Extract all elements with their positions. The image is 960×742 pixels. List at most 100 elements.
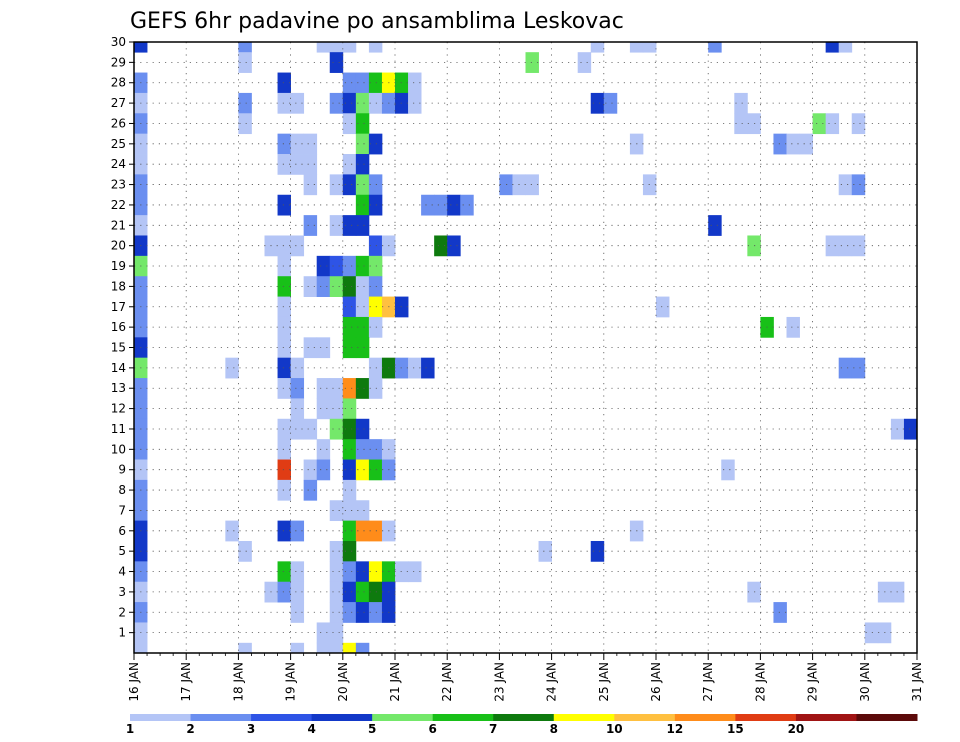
cell-m8-188 — [303, 479, 318, 501]
cell-m21-85 — [329, 215, 344, 236]
cell-m28-23 — [408, 72, 422, 94]
cell-m3-223 — [329, 581, 344, 603]
colorbar-label-3: 3 — [247, 722, 255, 736]
cell-m28-20 — [368, 72, 383, 94]
cell-m26-44 — [812, 113, 827, 135]
cell-m21-88 — [708, 215, 722, 236]
cell-m17-118 — [342, 296, 357, 318]
x-tick-label-14: 30 JAN — [858, 662, 872, 702]
colorbar-swatch-1 — [190, 714, 252, 721]
cell-m0-250 — [355, 642, 370, 654]
cell-m21-87 — [355, 215, 370, 236]
cell-m27-34 — [408, 92, 422, 114]
cell-m26-46 — [851, 113, 866, 135]
cell-m17-119 — [355, 296, 370, 318]
cell-m4-218 — [408, 561, 422, 583]
cell-m22-79 — [421, 194, 435, 216]
cell-m23-71 — [525, 174, 539, 196]
x-tick-label-12: 28 JAN — [753, 662, 767, 702]
cell-m13-154 — [355, 378, 370, 399]
cell-m20-96 — [447, 235, 461, 257]
cell-m11-162 — [277, 418, 291, 440]
cell-m15-132 — [277, 337, 291, 359]
cell-m30-11 — [838, 42, 853, 53]
cell-m22-76 — [277, 194, 291, 216]
cell-m5-207 — [538, 540, 552, 562]
x-tick-label-15: 31 JAN — [910, 662, 924, 702]
cell-m18-110 — [303, 276, 318, 297]
y-tick-label-23: 23 — [111, 178, 126, 192]
cell-m2-234 — [342, 602, 357, 623]
x-tick-label-9: 25 JAN — [597, 662, 611, 702]
cell-m30-10 — [825, 42, 840, 53]
cell-m30-8 — [642, 42, 657, 53]
y-tick-label-13: 13 — [111, 381, 126, 395]
cell-m2-235 — [355, 602, 370, 623]
cell-m6-197 — [290, 520, 305, 542]
cell-m10-175 — [368, 439, 383, 460]
cell-m6-195 — [225, 520, 239, 542]
cell-m19-106 — [355, 255, 370, 277]
cell-m7-192 — [342, 500, 357, 522]
cell-m17-123 — [656, 296, 670, 318]
cell-m12-159 — [329, 398, 344, 420]
colorbar-swatch-10 — [735, 714, 797, 721]
y-tick-label-11: 11 — [111, 422, 126, 436]
cell-m11-163 — [290, 418, 305, 440]
cell-m27-25 — [238, 92, 252, 114]
cell-m12-157 — [290, 398, 305, 420]
cell-m19-105 — [342, 255, 357, 277]
cell-m14-146 — [838, 357, 853, 379]
cell-m28-19 — [355, 72, 370, 94]
x-tick-label-5: 21 JAN — [388, 662, 402, 702]
cell-m19-104 — [329, 255, 344, 277]
cell-m23-64 — [303, 174, 318, 196]
cell-m22-80 — [434, 194, 448, 216]
cell-m13-155 — [368, 378, 383, 399]
cell-m2-232 — [290, 602, 305, 623]
cell-m30-3 — [329, 42, 344, 53]
x-tick-label-3: 19 JAN — [284, 662, 298, 702]
y-tick-label-3: 3 — [118, 585, 126, 599]
cell-m26-41 — [355, 113, 370, 135]
x-tick-label-0: 16 JAN — [127, 662, 141, 702]
cell-m18-112 — [329, 276, 344, 297]
y-tick-label-30: 30 — [111, 35, 126, 49]
y-tick-label-10: 10 — [111, 442, 126, 456]
cell-m2-233 — [329, 602, 344, 623]
cell-m6-196 — [277, 520, 291, 542]
cell-m29-12 — [238, 52, 252, 73]
cell-m0-246 — [290, 642, 305, 654]
colorbar-swatch-0 — [130, 714, 192, 721]
cell-m28-17 — [277, 72, 291, 94]
cell-m14-147 — [851, 357, 866, 379]
colorbar-label-5: 5 — [368, 722, 376, 736]
cell-m22-78 — [368, 194, 383, 216]
cell-m25-51 — [355, 133, 370, 155]
cell-m11-169 — [903, 418, 918, 440]
cell-m13-153 — [342, 378, 357, 399]
colorbar: 1 2 3 4 5 6 7 8 10 12 15 20 — [126, 714, 918, 736]
cell-m13-150 — [290, 378, 305, 399]
cell-m4-214 — [355, 561, 370, 583]
cell-m24-59 — [290, 154, 305, 175]
cell-m5-206 — [342, 540, 357, 562]
x-axis: 16 JAN 17 JAN 18 JAN 19 JAN 20 JAN 21 JAN 22 J… — [127, 653, 924, 702]
x-tick-label-11: 27 JAN — [701, 662, 715, 702]
cell-m20-100 — [851, 235, 866, 257]
cell-m27-36 — [603, 92, 618, 114]
cell-m18-114 — [355, 276, 370, 297]
x-tick-label-2: 18 JAN — [231, 662, 245, 702]
cell-m0-248 — [329, 642, 344, 654]
y-tick-label-28: 28 — [111, 76, 126, 90]
colorbar-label-6: 6 — [429, 722, 437, 736]
cell-m3-224 — [342, 581, 357, 603]
cell-m3-225 — [355, 581, 370, 603]
cell-m22-82 — [460, 194, 474, 216]
colorbar-swatch-3 — [311, 714, 373, 721]
cell-m25-55 — [786, 133, 800, 155]
cell-m1-240 — [316, 622, 331, 644]
cell-m30-9 — [708, 42, 722, 53]
y-tick-label-29: 29 — [111, 55, 126, 69]
